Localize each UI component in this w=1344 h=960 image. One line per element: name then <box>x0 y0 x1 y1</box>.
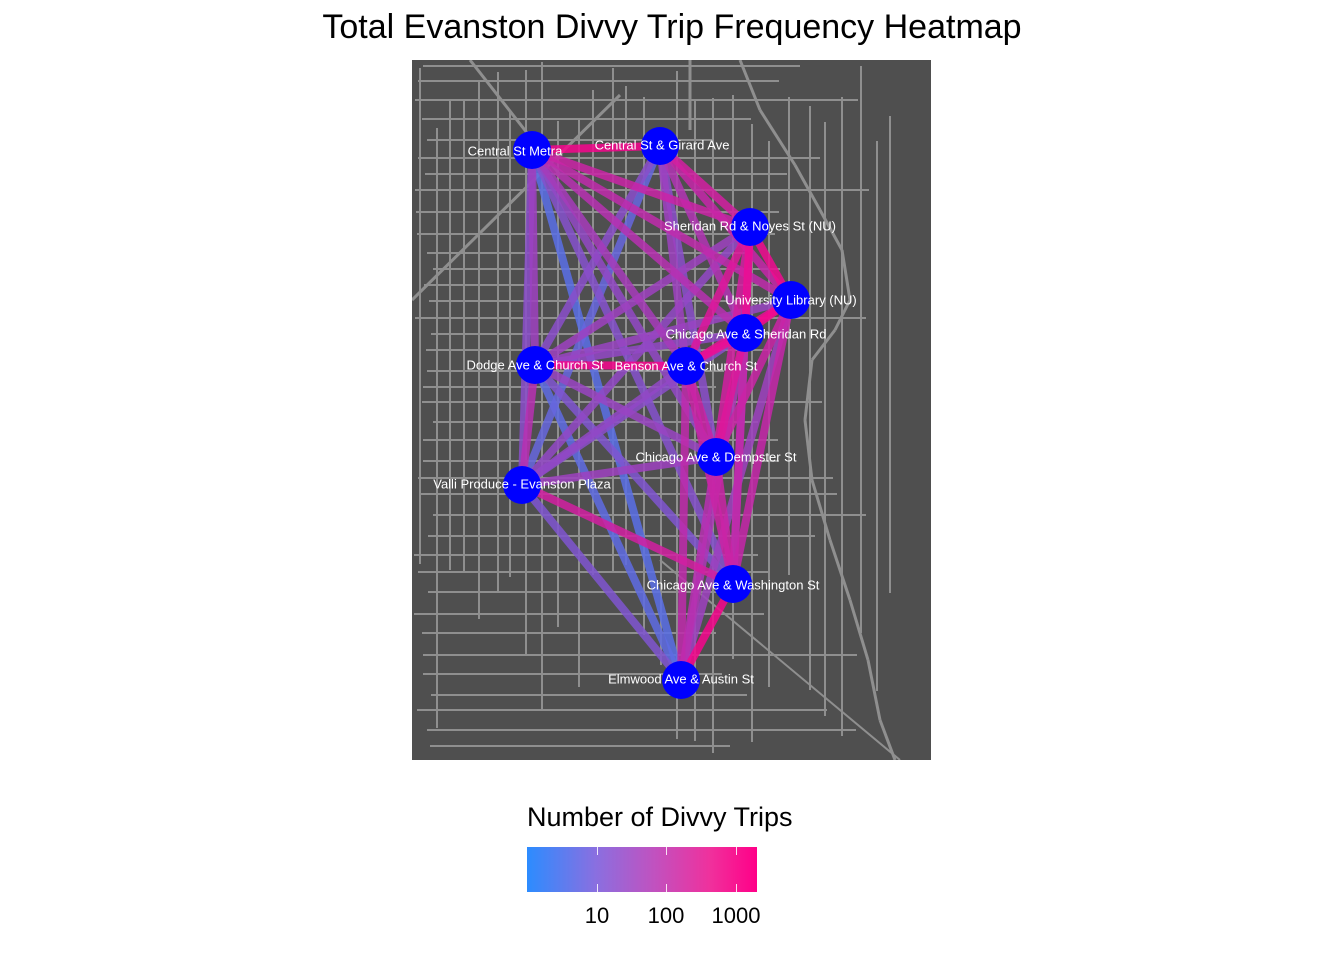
route-sheridan_noyes-benson_church <box>682 223 754 370</box>
station-label-univ_library: University Library (NU) <box>725 292 856 307</box>
route-valli-elmwood_austin <box>518 481 685 684</box>
station-marker-chicago_dempster <box>697 438 735 476</box>
street-line <box>818 209 844 251</box>
station-marker-chicago_sheridan <box>726 314 764 352</box>
street-line <box>758 109 797 166</box>
station-label-sheridan_noyes: Sheridan Rd & Noyes St (NU) <box>664 218 836 233</box>
station-label-chicago_sheridan: Chicago Ave & Sheridan Rd <box>666 326 827 341</box>
station-label-dodge_church: Dodge Ave & Church St <box>466 357 603 372</box>
route-chicago_sheridan-chicago_washington <box>729 329 749 588</box>
station-label-central_metra: Central St Metra <box>468 143 563 158</box>
station-label-chicago_dempster: Chicago Ave & Dempster St <box>636 449 797 464</box>
route-central_metra-central_girard <box>528 142 664 154</box>
route-central_metra-elmwood_austin <box>528 146 685 684</box>
station-marker-dodge_church <box>516 346 554 384</box>
route-central_girard-chicago_sheridan <box>656 142 749 337</box>
route-dodge_church-benson_church <box>531 361 690 370</box>
street-line <box>793 164 822 211</box>
legend-title: Number of Divvy Trips <box>527 802 793 832</box>
street-line <box>803 419 814 481</box>
station-label-elmwood_austin: Elmwood Ave & Austin St <box>608 671 754 686</box>
legend-tick-mark <box>736 847 737 855</box>
route-central_metra-chicago_sheridan <box>528 146 749 337</box>
route-central_metra-dodge_church <box>528 146 539 369</box>
station-marker-central_girard <box>641 127 679 165</box>
chart-title: Total Evanston Divvy Trip Frequency Heat… <box>322 8 1022 46</box>
legend-tick-mark <box>736 884 737 892</box>
legend-tick-label: 1000 <box>711 903 761 928</box>
street-line <box>866 659 882 721</box>
station-marker-sheridan_noyes <box>731 208 769 246</box>
station-label-chicago_washington: Chicago Ave & Washington St <box>647 577 820 592</box>
station-marker-central_metra <box>513 131 551 169</box>
street-line <box>738 60 762 111</box>
route-chicago_dempster-chicago_washington <box>712 453 737 588</box>
route-univ_library-chicago_dempster <box>712 296 795 461</box>
route-benson_church-elmwood_austin <box>677 362 690 684</box>
legend-colorbar <box>527 847 757 892</box>
street-line <box>803 359 814 421</box>
route-valli-chicago_washington <box>518 481 737 588</box>
route-univ_library-chicago_washington <box>729 296 795 588</box>
legend-tick-label: 100 <box>647 903 685 928</box>
station-marker-elmwood_austin <box>662 661 700 699</box>
station-markers <box>503 127 810 699</box>
route-chicago_sheridan-chicago_dempster <box>712 329 749 461</box>
legend-tick-mark <box>666 884 667 892</box>
route-central_girard-univ_library <box>656 142 795 304</box>
route-central_girard-valli <box>518 142 664 489</box>
station-marker-chicago_washington <box>714 565 752 603</box>
legend-tick-mark <box>597 884 598 892</box>
street-line <box>828 539 852 601</box>
street-line <box>810 479 832 541</box>
street-line <box>848 599 870 661</box>
station-label-central_girard: Central St & Girard Ave <box>595 137 730 152</box>
street-line <box>840 249 852 301</box>
station-marker-benson_church <box>667 347 705 385</box>
station-marker-univ_library <box>772 281 810 319</box>
route-central_girard-benson_church <box>656 142 690 370</box>
station-label-benson_church: Benson Ave & Church St <box>615 358 758 373</box>
street-line <box>833 299 852 331</box>
route-central_metra-benson_church <box>528 146 690 370</box>
route-central_girard-sheridan_noyes <box>656 142 754 231</box>
legend-tick-mark <box>597 847 598 855</box>
street-line <box>412 93 622 302</box>
station-label-valli: Valli Produce - Evanston Plaza <box>433 476 611 491</box>
route-central_metra-sheridan_noyes <box>528 146 754 231</box>
station-marker-valli <box>503 466 541 504</box>
street-line <box>810 329 837 361</box>
legend-tick-label: 10 <box>584 903 610 928</box>
route-dodge_church-valli <box>518 361 539 489</box>
station-labels: Central St Metra Central St & Girard Ave S… <box>433 137 857 686</box>
route-sheridan_noyes-dodge_church <box>531 223 754 369</box>
route-benson_church-valli <box>518 362 690 489</box>
legend-tick-mark <box>666 847 667 855</box>
